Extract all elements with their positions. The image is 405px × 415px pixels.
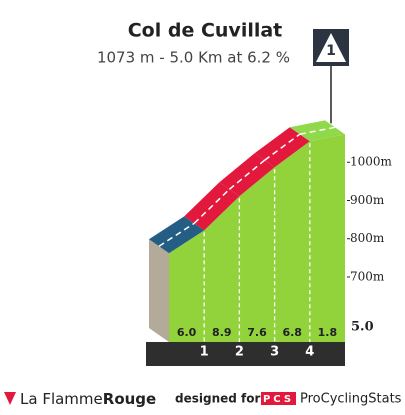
chart-subtitle: 1073 m - 5.0 Km at 6.2 % — [97, 49, 290, 67]
footer-brand: La FlammeRouge — [20, 390, 156, 408]
side-face — [149, 239, 169, 342]
category-label: 1 — [326, 43, 336, 59]
profile-face — [169, 134, 345, 342]
x-tick-label: 2 — [235, 345, 244, 360]
pcs-badge-bg — [261, 392, 296, 405]
brand-a: La Flamme — [20, 390, 103, 408]
gradient-label: 6.8 — [282, 326, 302, 339]
band-stripe — [299, 126, 336, 135]
total-distance: 5.0 — [351, 320, 374, 335]
y-tick-label: 800m — [350, 231, 385, 245]
y-tick-label: 700m — [350, 269, 385, 283]
band-stripe — [158, 222, 195, 247]
base-bar — [146, 342, 345, 366]
footer-site: ProCyclingStats — [300, 392, 402, 407]
x-tick-label: 4 — [305, 345, 314, 360]
chart-title: Col de Cuvillat — [128, 20, 283, 42]
brand-b: Rouge — [103, 390, 156, 408]
y-tick-label: 1000m — [350, 155, 393, 169]
x-tick-label: 1 — [200, 345, 209, 360]
gradient-label: 1.8 — [318, 326, 338, 339]
badge-triangle — [316, 33, 346, 62]
pcs-badge: PCS — [263, 394, 294, 405]
x-tick-label: 3 — [270, 345, 279, 360]
gradient-segment — [289, 120, 345, 142]
band-stripe — [228, 159, 266, 190]
gradient-label: 6.0 — [177, 326, 197, 339]
plot: 6.0 8.9 7.6 6.8 1.8 1 2 3 4 5.0 700m 800m 900m 1000m — [146, 66, 393, 366]
gradient-label: 8.9 — [212, 326, 232, 339]
y-tick-label: 900m — [350, 193, 385, 207]
flame-icon — [4, 392, 16, 405]
band-stripe — [193, 188, 230, 224]
gradient-label: 7.6 — [247, 326, 267, 339]
footer-designed: designed for — [175, 392, 260, 406]
band-stripe — [264, 133, 301, 161]
